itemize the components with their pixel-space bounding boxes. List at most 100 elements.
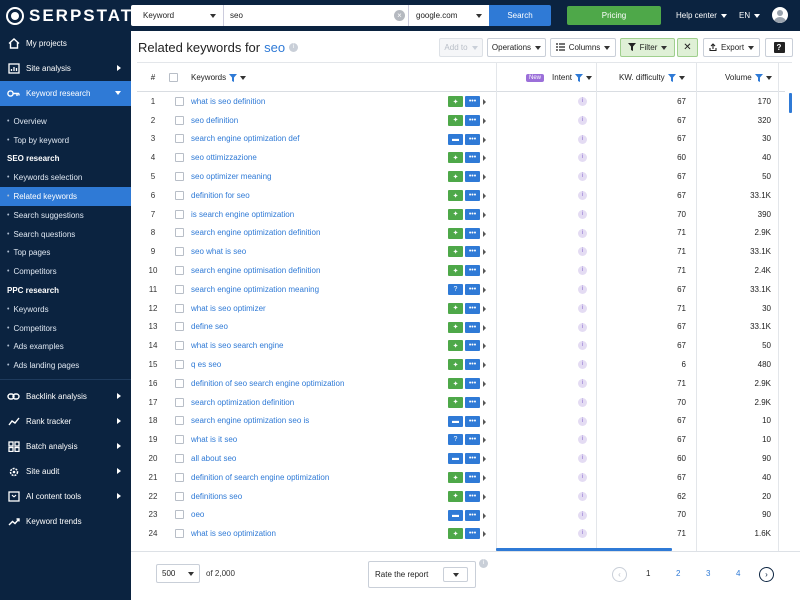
- question-icon[interactable]: ?: [448, 284, 463, 295]
- more-features-icon[interactable]: •••: [465, 415, 480, 427]
- keyword-link[interactable]: seo what is seo: [191, 247, 247, 257]
- chevron-right-icon[interactable]: [483, 174, 486, 181]
- chevron-right-icon[interactable]: [483, 155, 486, 162]
- sparkle-icon[interactable]: ✦: [448, 208, 463, 220]
- chat-icon[interactable]: ▬: [448, 415, 463, 427]
- page-4[interactable]: 4: [736, 569, 741, 578]
- sidebar-item-site-analysis[interactable]: Site analysis: [0, 56, 131, 81]
- more-features-icon[interactable]: •••: [465, 208, 480, 220]
- intent-icon[interactable]: i: [578, 341, 587, 351]
- add-to-button[interactable]: Add to: [439, 38, 483, 57]
- chevron-right-icon[interactable]: [483, 193, 486, 199]
- sidebar-subitem-competitors[interactable]: Competitors: [0, 262, 131, 281]
- keyword-link[interactable]: what is seo definition: [191, 96, 266, 106]
- info-icon[interactable]: i: [479, 559, 488, 568]
- keyword-link[interactable]: all about seo: [191, 454, 237, 464]
- chevron-right-icon[interactable]: [483, 381, 486, 387]
- intent-icon[interactable]: i: [578, 228, 587, 238]
- help-button[interactable]: ?: [765, 38, 793, 57]
- sparkle-icon[interactable]: ✦: [448, 246, 463, 258]
- chevron-right-icon[interactable]: [483, 136, 486, 143]
- sidebar-subitem-related-keywords[interactable]: Related keywords: [0, 187, 131, 206]
- chevron-right-icon[interactable]: [483, 117, 486, 124]
- sparkle-icon[interactable]: ✦: [448, 472, 463, 483]
- sidebar-item-backlink-analysis[interactable]: Backlink analysis: [0, 384, 131, 409]
- sparkle-icon[interactable]: ✦: [448, 302, 463, 314]
- row-checkbox[interactable]: [175, 266, 184, 276]
- sparkle-icon[interactable]: ✦: [448, 396, 463, 408]
- header-volume[interactable]: Volume: [725, 63, 772, 92]
- sparkle-icon[interactable]: ✦: [448, 171, 463, 183]
- filter-button[interactable]: Filter: [620, 38, 675, 57]
- keyword-link[interactable]: search engine optimization seo is: [191, 416, 310, 426]
- operations-button[interactable]: Operations: [487, 38, 546, 57]
- intent-icon[interactable]: i: [578, 454, 587, 464]
- intent-icon[interactable]: i: [578, 435, 587, 445]
- chevron-right-icon[interactable]: [483, 249, 486, 256]
- row-checkbox[interactable]: [175, 247, 184, 257]
- more-features-icon[interactable]: •••: [465, 171, 480, 183]
- sidebar-item-ai-content-tools[interactable]: AI content tools: [0, 484, 131, 509]
- chevron-right-icon[interactable]: [483, 456, 486, 463]
- row-checkbox[interactable]: [175, 416, 184, 426]
- sort-icon[interactable]: [678, 75, 685, 80]
- sparkle-icon[interactable]: ✦: [448, 378, 463, 389]
- intent-icon[interactable]: i: [578, 360, 587, 370]
- row-checkbox[interactable]: [175, 303, 184, 313]
- row-checkbox[interactable]: [175, 378, 184, 388]
- clear-icon[interactable]: ×: [394, 10, 405, 21]
- more-features-icon[interactable]: •••: [465, 96, 480, 107]
- page-3[interactable]: 3: [706, 569, 711, 578]
- intent-icon[interactable]: i: [578, 266, 587, 276]
- keyword-link[interactable]: seo ottimizzazione: [191, 153, 257, 163]
- filter-icon[interactable]: [229, 73, 238, 82]
- info-icon[interactable]: i: [289, 43, 299, 52]
- row-checkbox[interactable]: [175, 153, 184, 163]
- chevron-right-icon[interactable]: [483, 305, 486, 312]
- sidebar-item-keyword-research[interactable]: Keyword research: [0, 81, 131, 106]
- sidebar-subitem-top-pages[interactable]: Top pages: [0, 244, 131, 263]
- sparkle-icon[interactable]: ✦: [448, 96, 463, 107]
- sparkle-icon[interactable]: ✦: [448, 321, 463, 333]
- keyword-link[interactable]: what is seo search engine: [191, 341, 284, 351]
- sidebar-subitem-ads-landing-pages[interactable]: Ads landing pages: [0, 356, 131, 375]
- sidebar-item-keyword-trends[interactable]: Keyword trends: [0, 509, 131, 534]
- keyword-link[interactable]: definition of search engine optimization: [191, 472, 330, 482]
- database-select[interactable]: google.com: [409, 5, 489, 26]
- page-2[interactable]: 2: [676, 569, 681, 578]
- sort-icon[interactable]: [240, 75, 247, 80]
- chat-icon[interactable]: ▬: [448, 509, 463, 521]
- more-features-icon[interactable]: •••: [465, 246, 480, 258]
- intent-icon[interactable]: i: [578, 379, 587, 388]
- keyword-link[interactable]: search engine optimization def: [191, 134, 300, 144]
- search-type-select[interactable]: Keyword: [131, 5, 224, 26]
- chevron-right-icon[interactable]: [483, 362, 486, 369]
- sparkle-icon[interactable]: ✦: [448, 528, 463, 540]
- chevron-right-icon[interactable]: [483, 343, 486, 350]
- sidebar-item-site-audit[interactable]: Site audit: [0, 459, 131, 484]
- keyword-link[interactable]: define seo: [191, 322, 228, 332]
- vertical-scrollbar[interactable]: [789, 93, 792, 113]
- sparkle-icon[interactable]: ✦: [448, 227, 463, 239]
- row-checkbox[interactable]: [175, 209, 184, 219]
- more-features-icon[interactable]: •••: [465, 321, 480, 333]
- chevron-right-icon[interactable]: [483, 230, 486, 237]
- chat-icon[interactable]: ▬: [448, 133, 463, 145]
- chevron-right-icon[interactable]: [483, 437, 486, 444]
- keyword-link[interactable]: definition of seo search engine optimiza…: [191, 378, 345, 388]
- row-checkbox[interactable]: [175, 435, 184, 445]
- select-all-checkbox[interactable]: [169, 73, 178, 82]
- prev-page-button[interactable]: ‹: [612, 567, 627, 582]
- more-features-icon[interactable]: •••: [465, 152, 480, 164]
- intent-icon[interactable]: i: [578, 322, 587, 332]
- intent-icon[interactable]: i: [578, 97, 587, 106]
- row-checkbox[interactable]: [175, 510, 184, 520]
- sparkle-icon[interactable]: ✦: [448, 114, 463, 126]
- avatar[interactable]: [772, 7, 788, 23]
- sidebar-subitem-ppc-keywords[interactable]: Keywords: [0, 300, 131, 319]
- row-checkbox[interactable]: [175, 397, 184, 407]
- more-features-icon[interactable]: •••: [465, 284, 480, 295]
- keyword-link[interactable]: seo optimizer meaning: [191, 172, 272, 182]
- more-features-icon[interactable]: •••: [465, 490, 480, 502]
- keyword-link[interactable]: what is seo optimizer: [191, 303, 266, 313]
